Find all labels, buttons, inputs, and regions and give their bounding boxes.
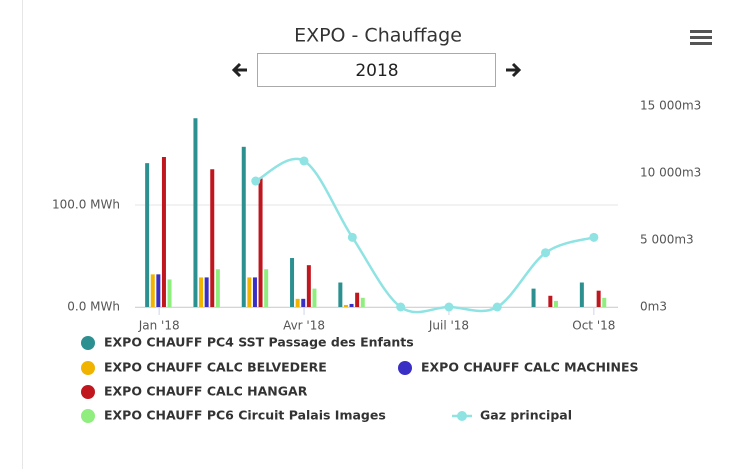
legend-symbol [398,361,412,375]
bar [150,274,155,307]
bar [548,295,553,307]
legend-item[interactable]: EXPO CHAUFF PC6 Circuit Palais Images [81,408,386,424]
next-arrow[interactable] [506,62,522,78]
y-tick-label: 0.0 MWh [67,300,120,314]
bar [252,277,257,307]
bar [247,277,252,307]
line-series [255,157,595,314]
bar [349,303,354,307]
legend-item[interactable]: EXPO CHAUFF PC4 SST Passage des Enfants [81,335,414,351]
line-marker [396,302,406,312]
legend-label: EXPO CHAUFF PC6 Circuit Palais Images [104,408,386,423]
chart-title: EXPO - Chauffage [294,25,462,47]
bar [210,169,215,307]
legend-item[interactable]: EXPO CHAUFF CALC BELVEDERE [81,360,327,376]
bar [312,288,317,307]
legend-label: EXPO CHAUFF PC4 SST Passage des Enfants [104,335,414,350]
bar [199,277,204,307]
line-marker [444,302,454,312]
menu-icon[interactable] [690,30,712,45]
y2-tick-label: 10 000m3 [640,166,701,180]
legend-label: EXPO CHAUFF CALC BELVEDERE [104,360,327,375]
bar [306,265,311,307]
legend-label: EXPO CHAUFF CALC HANGAR [104,384,308,399]
y2-tick-label: 15 000m3 [640,99,701,113]
prev-arrow[interactable] [231,62,247,78]
line-marker [541,248,551,258]
bar [295,298,300,307]
bar [290,258,295,307]
bar [215,269,220,307]
bar [258,178,263,307]
legend-item[interactable]: Gaz principal [452,408,572,423]
bar [193,118,198,307]
y-tick-label: 100.0 MWh [52,197,120,211]
bar [167,279,172,307]
x-tick-label: Avr '18 [283,319,325,333]
y2-tick-label: 0m3 [640,300,667,314]
bar [301,298,306,307]
line-marker [492,302,502,312]
bar [156,274,161,307]
bar [596,290,601,307]
bar [355,292,360,307]
legend-label: EXPO CHAUFF CALC MACHINES [421,360,639,375]
legend-item[interactable]: EXPO CHAUFF CALC HANGAR [81,384,308,400]
year-value: 2018 [355,61,398,81]
bar [553,300,558,307]
x-tick-label: Jan '18 [138,319,180,333]
bar [360,297,365,307]
bar [264,269,269,307]
bar [579,282,584,307]
bar [204,277,209,307]
legend-label: Gaz principal [480,408,572,423]
line-marker [589,232,599,242]
line-marker [299,156,309,166]
legend-symbol [81,361,95,375]
bar [343,304,348,307]
bar [145,163,150,307]
line-marker [347,232,357,242]
bar [338,282,343,307]
bar [531,288,536,307]
y2-tick-label: 5 000m3 [640,233,694,247]
legend-symbol [81,385,95,399]
legend-symbol [457,411,467,421]
x-tick-label: Juil '18 [428,319,469,333]
line-marker [251,176,261,186]
legend-symbol [81,336,95,350]
legend-item[interactable]: EXPO CHAUFF CALC MACHINES [398,360,639,376]
legend-symbol [81,409,95,423]
x-tick-label: Oct '18 [572,319,615,333]
bar [602,297,607,307]
year-input[interactable] [257,53,496,87]
bar [241,146,246,307]
bar [161,157,166,307]
